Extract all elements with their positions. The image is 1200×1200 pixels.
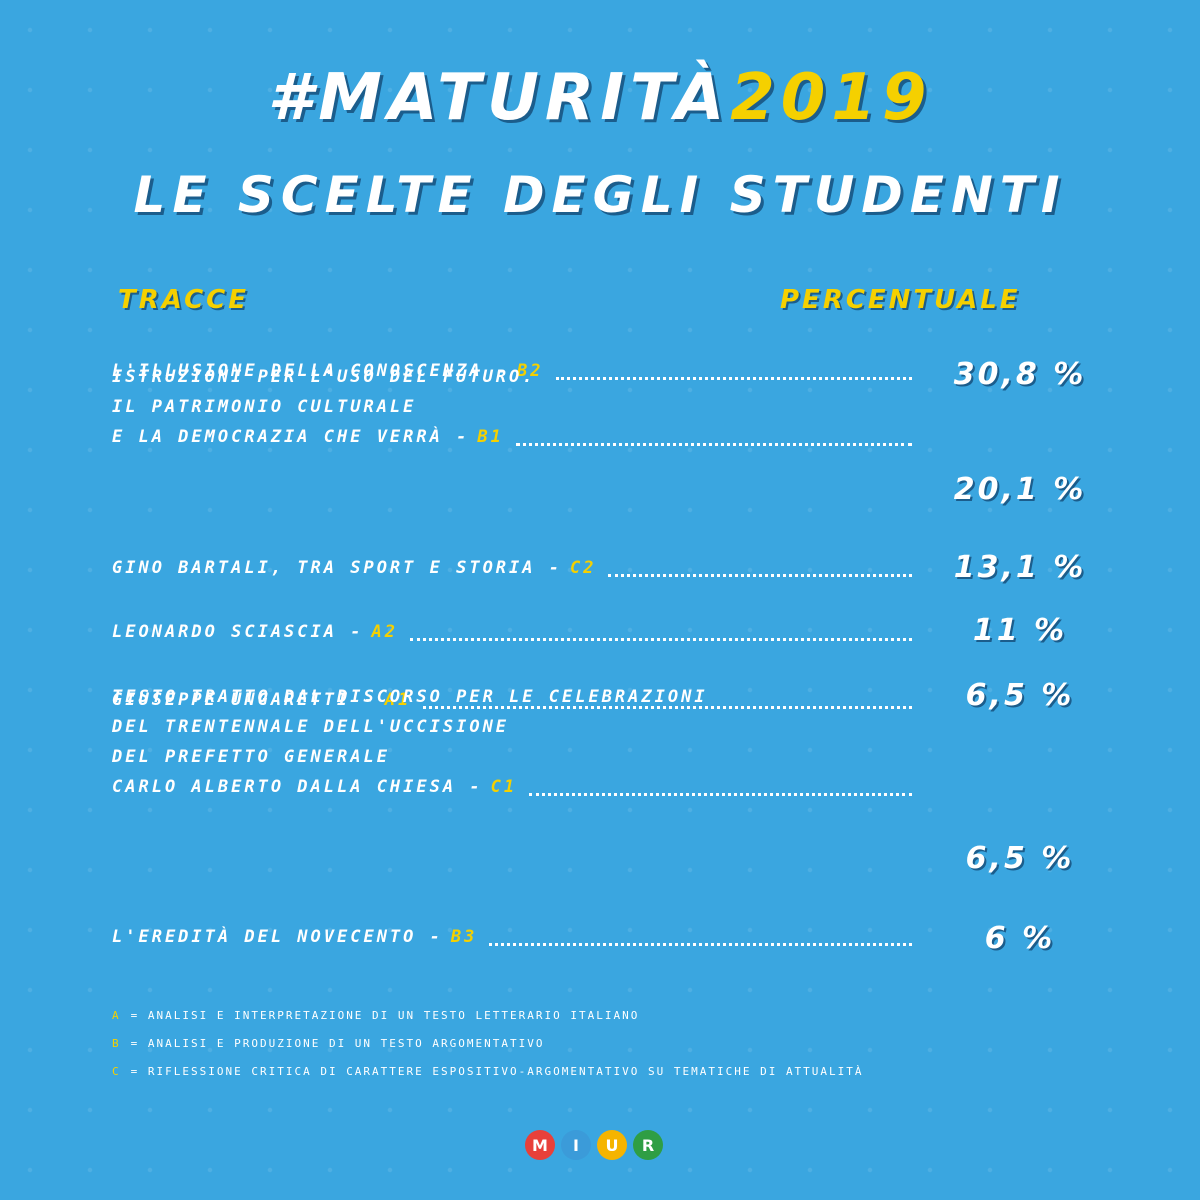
result-label-text: L'EREDITÀ DEL NOVECENTO - <box>112 927 443 947</box>
result-label-text: E LA DEMOCRAZIA CHE VERRÀ - <box>112 427 470 447</box>
result-row: L'ILLUSIONE DELLA CONOSCENZA - B2 <box>112 356 1092 381</box>
result-label-line: DEL TRENTENNALE DELL'UCCISIONE <box>112 717 510 737</box>
result-label-text: LEONARDO SCIASCIA - <box>112 622 364 642</box>
result-label-line: IL PATRIMONIO CULTURALE <box>112 397 417 417</box>
dotted-leader <box>529 791 912 796</box>
title-hashtag: #MATURITÀ <box>267 61 731 135</box>
column-header-percentuale: PERCENTUALE <box>780 285 1021 315</box>
footnote-code: C <box>112 1065 121 1078</box>
track-code: B3 <box>450 927 478 947</box>
result-label-text: GIUSEPPE UNGARETTI - <box>112 690 377 710</box>
dotted-leader <box>489 941 912 946</box>
result-row: LEONARDO SCIASCIA - A2 <box>112 617 1092 642</box>
result-label-last-line: LEONARDO SCIASCIA - A2 <box>112 617 912 647</box>
result-row: TESTO TRATTO DAL DISCORSO PER LE CELEBRA… <box>112 687 1092 797</box>
dotted-leader <box>555 375 912 380</box>
result-label-last-line: GIUSEPPE UNGARETTI - A1 <box>112 685 912 715</box>
page-subtitle: LE SCELTE DEGLI STUDENTI <box>133 166 1067 224</box>
result-label-last-line: CARLO ALBERTO DALLA CHIESA - C1 <box>112 772 912 802</box>
result-row: GIUSEPPE UNGARETTI - A1 <box>112 685 1092 710</box>
logo-letter: R <box>633 1130 663 1160</box>
result-label-text: L'ILLUSIONE DELLA CONOSCENZA - <box>112 361 510 381</box>
result-percentage: 6,5 % <box>965 841 1075 876</box>
track-code: A2 <box>371 622 398 642</box>
footnotes: A = ANALISI E INTERPRETAZIONE DI UN TESTO… <box>112 1002 1092 1086</box>
footnote-code: B <box>112 1037 121 1050</box>
result-percentage: 11 % <box>972 613 1068 648</box>
logo-letter: U <box>597 1130 627 1160</box>
result-percentage: 30,8 % <box>953 357 1087 392</box>
result-label-text: GINO BARTALI, TRA SPORT E STORIA - <box>112 558 562 578</box>
result-label: GIUSEPPE UNGARETTI - A1 <box>112 685 912 715</box>
track-code: C2 <box>570 558 597 578</box>
dotted-leader <box>409 636 912 641</box>
result-percentage: 13,1 % <box>953 550 1087 585</box>
header: #MATURITÀ2019 LE SCELTE DEGLI STUDENTI <box>0 58 1200 228</box>
result-label-line: TESTO TRATTO DAL DISCORSO PER LE CELEBRA… <box>112 687 708 707</box>
result-percentage: 6,5 % <box>965 678 1075 713</box>
result-label-line: ISTRUZIONI PER L'USO DEL FUTURO. <box>112 367 536 387</box>
result-label-last-line: E LA DEMOCRAZIA CHE VERRÀ - B1 <box>112 422 912 452</box>
track-code: A1 <box>384 690 412 710</box>
dotted-leader <box>608 572 912 577</box>
track-code: B1 <box>477 427 504 447</box>
footnote-text: = RIFLESSIONE CRITICA DI CARATTERE ESPOS… <box>130 1065 864 1078</box>
result-label: L'ILLUSIONE DELLA CONOSCENZA - B2 <box>112 356 912 386</box>
track-code: C1 <box>490 777 518 797</box>
footnote-text: = ANALISI E INTERPRETAZIONE DI UN TESTO … <box>130 1009 640 1022</box>
result-label-last-line: L'ILLUSIONE DELLA CONOSCENZA - B2 <box>112 356 912 386</box>
result-label: ISTRUZIONI PER L'USO DEL FUTURO. IL PATRI… <box>112 362 912 452</box>
footnote-text: = ANALISI E PRODUZIONE DI UN TESTO ARGOM… <box>130 1037 545 1050</box>
result-label-last-line: L'EREDITÀ DEL NOVECENTO - B3 <box>112 922 912 952</box>
result-label: LEONARDO SCIASCIA - A2 <box>112 617 912 647</box>
logo-letter: I <box>561 1130 591 1160</box>
page-title: #MATURITÀ2019 <box>0 58 1200 138</box>
result-label-line: DEL PREFETTO GENERALE <box>112 747 390 767</box>
result-label-last-line: GINO BARTALI, TRA SPORT E STORIA - C2 <box>112 553 912 583</box>
dotted-leader <box>515 441 912 446</box>
column-header-tracce: TRACCE <box>118 285 250 315</box>
footnote: C = RIFLESSIONE CRITICA DI CARATTERE ESPO… <box>112 1058 1092 1086</box>
title-year: 2019 <box>730 61 933 135</box>
result-label: TESTO TRATTO DAL DISCORSO PER LE CELEBRA… <box>112 682 912 802</box>
result-label-text: CARLO ALBERTO DALLA CHIESA - <box>112 777 483 797</box>
result-percentage: 20,1 % <box>953 472 1087 507</box>
result-label: GINO BARTALI, TRA SPORT E STORIA - C2 <box>112 553 912 583</box>
footnote: B = ANALISI E PRODUZIONE DI UN TESTO ARGO… <box>112 1030 1092 1058</box>
logo-letter: M <box>525 1130 555 1160</box>
dotted-leader <box>423 704 912 709</box>
footnote: A = ANALISI E INTERPRETAZIONE DI UN TESTO… <box>112 1002 1092 1030</box>
track-code: B2 <box>517 361 544 381</box>
result-row: GINO BARTALI, TRA SPORT E STORIA - C2 <box>112 553 1092 578</box>
result-row: L'EREDITÀ DEL NOVECENTO - B3 <box>112 922 1092 947</box>
footnote-code: A <box>112 1009 121 1022</box>
result-label: L'EREDITÀ DEL NOVECENTO - B3 <box>112 922 912 952</box>
result-percentage: 6 % <box>984 921 1056 956</box>
result-row: ISTRUZIONI PER L'USO DEL FUTURO. IL PATRI… <box>112 367 1092 447</box>
